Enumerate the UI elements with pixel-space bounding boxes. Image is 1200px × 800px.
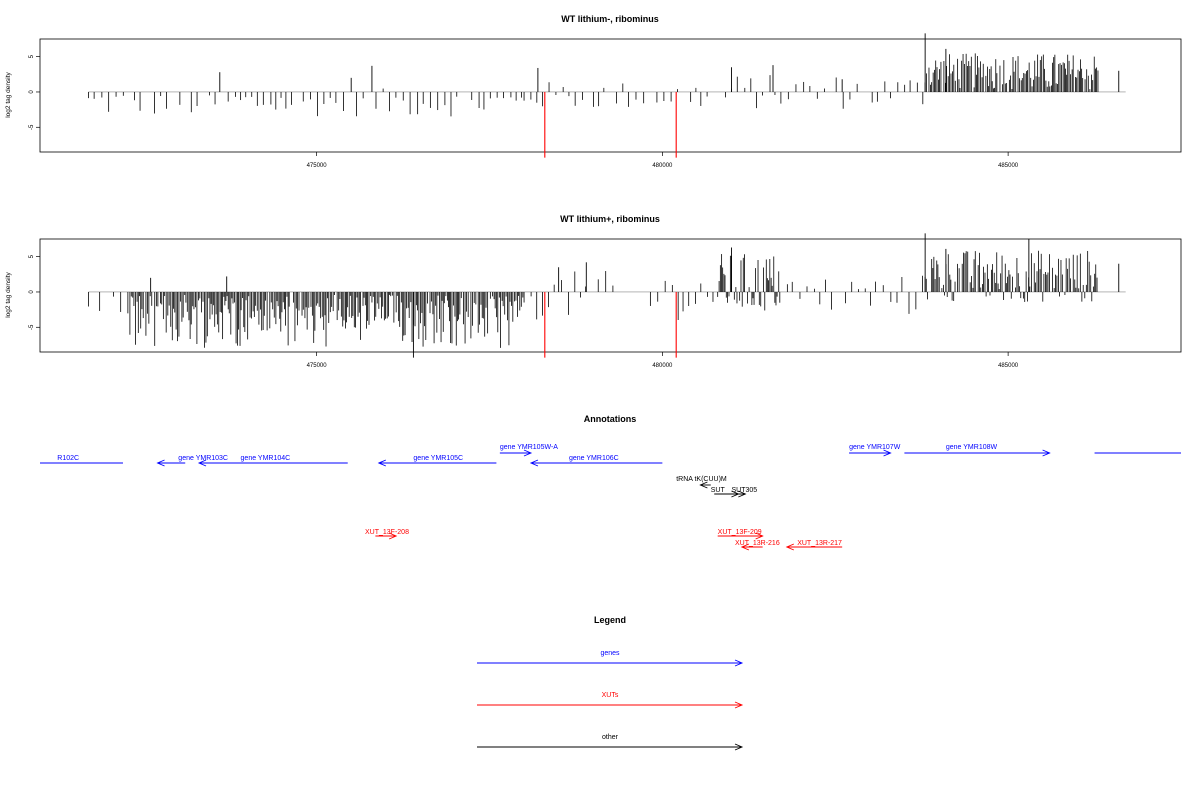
strand-arrow: [883, 449, 892, 457]
x-tick-label: 475000: [307, 363, 328, 369]
panel-1-ylabel: log2 tag density: [5, 71, 12, 117]
y-tick-label: 5: [29, 254, 35, 258]
strand-arrow: [740, 543, 750, 551]
strand-arrow: [529, 459, 539, 467]
strand-arrow: [156, 459, 165, 467]
feature-label: gene YMR103C: [178, 455, 228, 462]
annotations-panel: Annotations R102C gene YMR103C gene YMR104…: [40, 414, 1181, 551]
feature-label: gene YMR107W: [849, 444, 901, 451]
panel-2: WT lithium+, ribominus log2 tag density …: [5, 214, 1182, 369]
legend-label: other: [602, 734, 619, 741]
y-tick-label: 0: [29, 290, 35, 294]
feature-label: XUT_13F-208: [365, 529, 409, 536]
feature-label: gene YMR106C: [569, 455, 619, 462]
panel-2-frame: [39, 238, 1182, 353]
feature-label: SUT: [711, 487, 726, 494]
y-tick-label: 0: [29, 90, 35, 94]
legend-arrow: [734, 659, 744, 667]
x-tick-label: 485000: [998, 163, 1019, 169]
x-tick-label: 480000: [652, 163, 673, 169]
legend-arrow: [734, 743, 744, 751]
panel-1: WT lithium-, ribominus log2 tag density …: [5, 14, 1182, 169]
y-tick-label: 5: [29, 54, 35, 58]
legend-label: genes: [600, 650, 620, 657]
strand-arrow: [377, 459, 387, 467]
feature-label: XUT_13R-216: [735, 540, 780, 547]
strand-arrow: [699, 481, 708, 489]
feature-label: SUT305: [732, 487, 758, 494]
strand-arrow: [785, 543, 795, 551]
strand-arrow: [1042, 449, 1051, 457]
y-tick-label: -5: [29, 324, 35, 330]
x-tick-label: 480000: [652, 363, 673, 369]
x-tick-label: 475000: [307, 163, 328, 169]
feature-label: R102C: [57, 455, 79, 462]
feature-label: XUT_13F-209: [718, 529, 762, 536]
strand-arrow: [388, 532, 398, 540]
panel-2-ylabel: log2 tag density: [5, 271, 12, 317]
feature-label: tRNA tK(CUU)M: [676, 476, 727, 483]
panel-1-title: WT lithium-, ribominus: [561, 14, 659, 24]
strand-arrow: [755, 532, 764, 540]
legend-panel: Legend genes XUTs other: [477, 615, 744, 751]
feature-label: gene YMR105C: [413, 455, 463, 462]
feature-label: XUT_13R-217: [797, 540, 842, 547]
panel-1-frame: [39, 38, 1182, 153]
feature-label: gene YMR105W-A: [500, 444, 558, 451]
strand-arrow: [197, 459, 207, 467]
panel-2-title: WT lithium+, ribominus: [560, 214, 660, 224]
strand-arrow: [523, 449, 533, 457]
legend-title: Legend: [594, 615, 626, 625]
feature-label: gene YMR108W: [946, 444, 998, 451]
y-tick-label: -5: [29, 124, 35, 130]
x-tick-label: 485000: [998, 363, 1019, 369]
legend-label: XUTs: [602, 692, 619, 699]
annotations-title: Annotations: [584, 414, 637, 424]
legend-arrow: [734, 701, 744, 709]
strand-arrow: [738, 490, 747, 498]
feature-label: gene YMR104C: [241, 455, 291, 462]
